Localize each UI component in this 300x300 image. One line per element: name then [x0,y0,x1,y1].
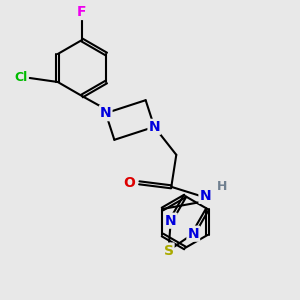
Text: F: F [77,5,87,19]
Text: N: N [188,227,199,241]
Text: O: O [123,176,135,190]
Text: H: H [217,180,228,193]
Text: N: N [100,106,112,120]
Text: N: N [148,120,160,134]
Text: S: S [164,244,173,258]
Text: Cl: Cl [14,70,27,83]
Text: N: N [165,214,177,228]
Text: N: N [200,189,211,203]
